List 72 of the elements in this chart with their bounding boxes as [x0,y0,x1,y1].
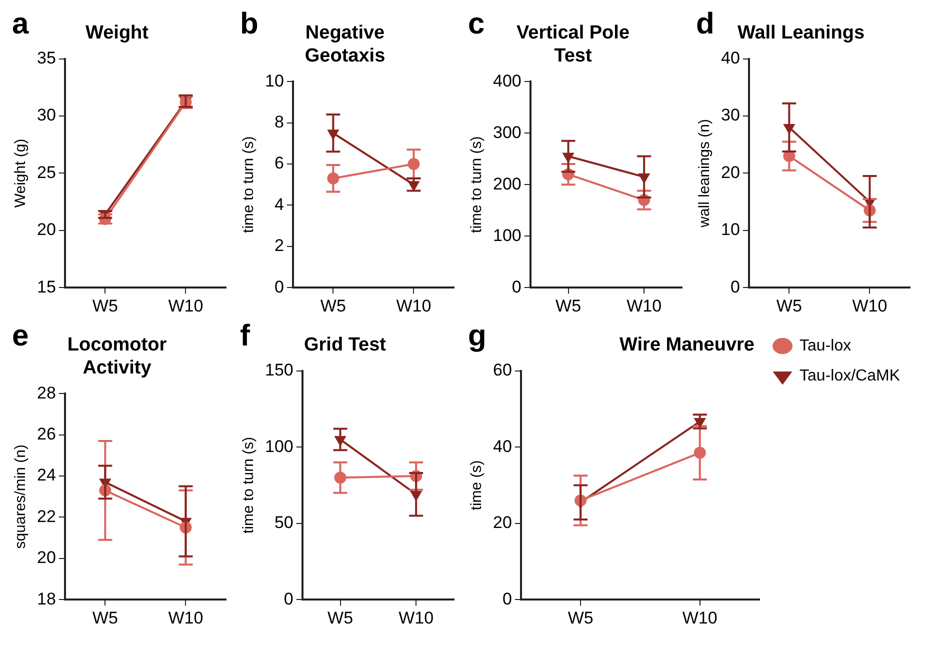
x-tick-label: W10 [168,608,204,628]
text: a [12,7,29,40]
x-tick-label: W10 [682,608,718,628]
y-axis-title: wall leanings (n) [696,119,714,228]
x-tick-label: W5 [328,608,354,628]
y-tick-label: 60 [492,360,512,380]
y-tick-label: 8 [274,112,284,132]
y-tick-label: 100 [492,226,522,245]
y-tick-label: 150 [264,360,294,380]
y-tick-label: 10 [264,71,284,90]
y-tick-label: 22 [36,506,56,526]
y-tick-label: 28 [36,383,56,402]
y-tick-label: 20 [36,220,56,240]
y-tick-label: 40 [492,436,512,456]
text: e [12,319,29,352]
legend-label: Tau-lox/CaMK [800,367,900,384]
chart-title: Negative Geotaxis [304,22,386,66]
chart-title: Grid Test [304,334,387,356]
y-tick-label: 20 [492,513,512,532]
text: c [468,7,485,40]
y-tick-label: 35 [36,48,56,68]
y-tick-label: 200 [492,174,522,194]
y-tick-label: 4 [274,194,284,214]
y-axis-title: time to turn (s) [240,436,258,534]
x-tick-label: W10 [168,296,204,316]
text: b [240,7,258,40]
y-axis-title: time to turn (s) [240,136,258,233]
y-axis-title: time to turn (s) [468,136,486,233]
x-tick-label: W5 [568,608,594,628]
chart-title: Wire Maneuvre [620,334,754,356]
y-tick-label: 30 [720,106,740,125]
y-tick-label: 300 [492,122,522,142]
y-tick-label: 18 [36,589,56,608]
y-tick-label: 10 [720,220,740,240]
y-tick-label: 25 [36,162,56,182]
y-tick-label: 50 [274,513,294,532]
y-tick-label: 0 [274,277,284,296]
chart-title: Locomotor Activity [67,334,168,378]
y-tick-label: 0 [730,277,740,296]
y-tick-label: 20 [36,548,56,568]
y-tick-label: 100 [264,436,294,456]
y-tick-label: 26 [36,424,56,444]
x-tick-label: W5 [92,608,118,628]
y-tick-label: 15 [36,277,56,296]
text: f [240,319,251,352]
y-tick-label: 20 [720,162,740,182]
x-tick-label: W10 [396,296,432,316]
chart-title: Weight [86,22,150,44]
y-axis-title: time (s) [468,460,486,510]
text: d [696,7,714,40]
y-tick-label: 30 [36,106,56,125]
chart-title: Vertical Pole Test [516,22,630,66]
x-tick-label: W5 [776,296,802,316]
x-tick-label: W5 [320,296,346,316]
x-tick-label: W10 [852,296,888,316]
y-tick-label: 0 [284,589,294,608]
x-tick-label: W10 [398,608,434,628]
y-tick-label: 0 [502,589,512,608]
x-tick-label: W10 [626,296,662,316]
x-tick-label: W5 [92,296,118,316]
x-tick-label: W5 [556,296,582,316]
text: g [468,319,486,352]
y-tick-label: 6 [274,154,284,173]
y-axis-title: Weight (g) [12,138,30,208]
y-tick-label: 24 [36,466,56,485]
y-tick-label: 400 [492,71,522,90]
chart-title: Wall Leanings [737,22,865,44]
y-tick-label: 2 [274,236,284,256]
y-tick-label: 40 [720,48,740,68]
y-tick-label: 0 [512,277,522,296]
legend-label: Tau-lox [800,337,852,354]
y-axis-title: squares/min (n) [12,444,30,549]
